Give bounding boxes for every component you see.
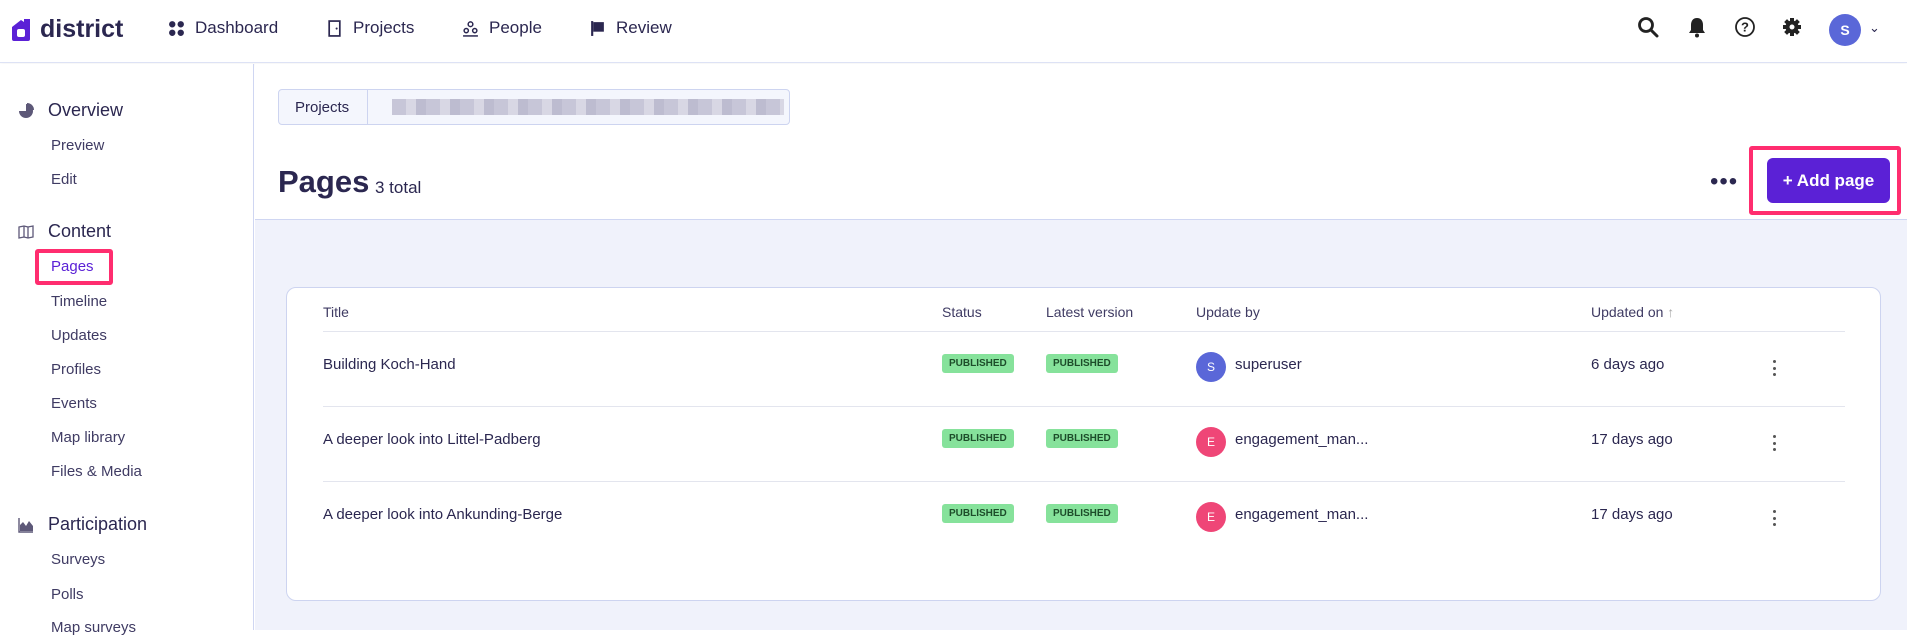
table-row[interactable]: A deeper look into Littel-Padberg PUBLIS… [323,406,1845,481]
version-badge: PUBLISHED [1046,429,1118,448]
bell-icon [1689,18,1705,38]
row-actions-kebab-icon[interactable] [1771,510,1777,526]
column-header-title[interactable]: Title [323,304,349,320]
chevron-down-icon[interactable]: ⌄ [1869,20,1880,35]
svg-text:?: ? [1741,20,1749,35]
sidebar-item-timeline[interactable]: Timeline [51,293,108,310]
search-button[interactable] [1637,16,1659,38]
page-count: 3 total [375,178,422,197]
sidebar-section-participation[interactable]: Participation [18,514,147,535]
avatar: E [1196,427,1226,457]
header-label: Updated on [1591,304,1664,320]
sidebar-item-surveys[interactable]: Surveys [51,551,106,568]
nav-review[interactable]: Review [589,18,672,38]
row-user: superuser [1235,356,1302,373]
settings-button[interactable] [1781,16,1803,38]
row-actions-kebab-icon[interactable] [1771,360,1777,376]
sidebar-item-files-media[interactable]: Files & Media [51,463,142,480]
door-icon [328,19,341,37]
sidebar-section-overview[interactable]: Overview [18,100,123,121]
sidebar-item-profiles[interactable]: Profiles [51,361,102,378]
nav-projects[interactable]: Projects [326,18,414,38]
version-badge: PUBLISHED [1046,504,1118,523]
status-badge: PUBLISHED [942,504,1014,523]
avatar: E [1196,502,1226,532]
sidebar-item-polls[interactable]: Polls [51,586,84,603]
add-page-button[interactable]: + Add page [1767,158,1890,203]
breadcrumb-project-name-redacted[interactable] [392,99,785,115]
column-header-status[interactable]: Status [942,304,982,320]
grid-icon [169,20,184,36]
sidebar-item-map-surveys[interactable]: Map surveys [51,619,137,636]
status-badge: PUBLISHED [942,429,1014,448]
nav-label: Projects [353,18,415,37]
help-icon: ? [1735,17,1755,37]
column-header-latest-version[interactable]: Latest version [1046,304,1134,320]
help-button[interactable]: ? [1734,16,1756,38]
section-label: Content [48,221,112,241]
sidebar-item-map-library[interactable]: Map library [51,429,126,446]
area-chart-icon [18,517,33,533]
pages-table: Title Status Latest version Update by Up… [286,287,1881,601]
row-user: engagement_man... [1235,506,1369,523]
gear-icon [1783,18,1801,36]
table-row[interactable]: Building Koch-Hand PUBLISHED PUBLISHED S… [323,331,1845,406]
sidebar-section-content[interactable]: Content [18,221,111,242]
highlight-box [35,249,113,285]
people-icon [463,20,478,37]
page-title: Pages [278,164,370,199]
row-updated: 6 days ago [1591,356,1665,373]
nav-label: Dashboard [195,18,279,37]
status-badge: PUBLISHED [942,354,1014,373]
row-title[interactable]: A deeper look into Ankunding-Berge [323,506,563,523]
nav-dashboard[interactable]: Dashboard [168,18,278,38]
breadcrumb: Projects [278,89,790,125]
row-user: engagement_man... [1235,431,1369,448]
column-header-update-by[interactable]: Update by [1196,304,1260,320]
sidebar-item-pages[interactable]: Pages [51,258,94,275]
highlight-box [1749,146,1901,215]
book-icon [18,224,34,239]
sidebar-item-updates[interactable]: Updates [51,327,107,344]
nav-people[interactable]: People [462,18,542,38]
breadcrumb-projects[interactable]: Projects [279,90,369,124]
house-logo-icon [12,18,30,41]
pie-chart-icon [19,102,34,118]
user-avatar[interactable]: S [1829,14,1861,46]
column-header-updated-on[interactable]: Updated on ↑ [1591,304,1674,320]
sidebar-item-preview[interactable]: Preview [51,137,105,154]
row-actions-kebab-icon[interactable] [1771,435,1777,451]
row-updated: 17 days ago [1591,506,1673,523]
sidebar: Overview Preview Edit Content Pages Time… [0,64,254,636]
sidebar-item-edit[interactable]: Edit [51,171,77,188]
notifications-button[interactable] [1686,16,1708,38]
table-row[interactable]: A deeper look into Ankunding-Berge PUBLI… [323,481,1845,556]
flag-icon [591,20,604,36]
sidebar-item-events[interactable]: Events [51,395,97,412]
sort-arrow-icon: ↑ [1667,304,1675,320]
logo[interactable]: district [10,15,123,44]
nav-label: Review [616,18,672,37]
row-updated: 17 days ago [1591,431,1673,448]
version-badge: PUBLISHED [1046,354,1118,373]
nav-label: People [489,18,542,37]
row-title[interactable]: A deeper look into Littel-Padberg [323,431,541,448]
search-icon [1638,17,1659,38]
section-label: Overview [48,100,124,120]
avatar: S [1196,352,1226,382]
app-name: district [40,15,124,43]
top-bar: district Dashboard Projects People Revie… [0,0,1907,63]
more-options-button[interactable]: ••• [1710,168,1739,195]
row-title[interactable]: Building Koch-Hand [323,356,456,373]
section-label: Participation [48,514,148,534]
